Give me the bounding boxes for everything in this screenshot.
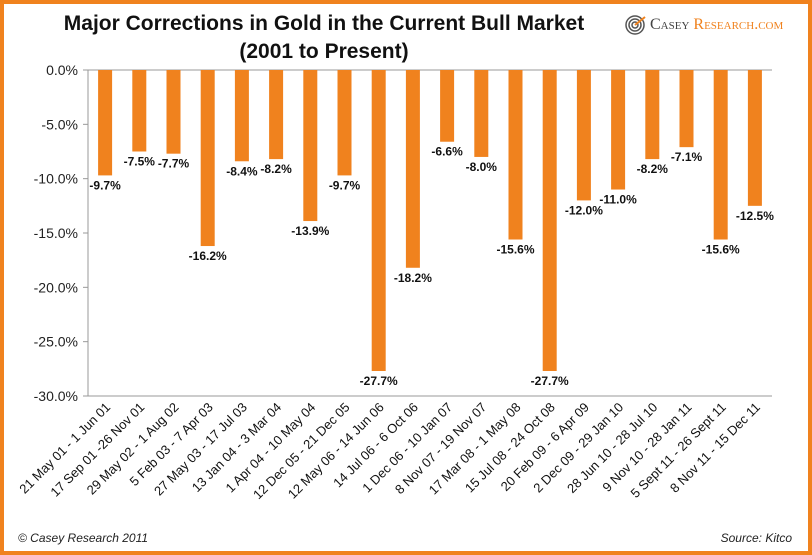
bar — [440, 70, 455, 142]
data-label: -9.7% — [89, 178, 121, 192]
copyright-note: © Casey Research 2011 — [18, 531, 149, 545]
bar-chart: 0.0% -5.0% -10.0% -15.0% -20.0% -25.0% -30.0% -… — [16, 62, 774, 502]
bar — [405, 70, 420, 268]
data-label: -8.4% — [226, 164, 258, 178]
bar — [508, 70, 523, 240]
data-label: -27.7% — [360, 374, 398, 388]
bar — [166, 70, 181, 154]
bar — [474, 70, 489, 157]
bar — [611, 70, 626, 190]
data-label: -13.9% — [291, 224, 329, 238]
y-tick-label: -25.0% — [34, 334, 78, 350]
bar — [747, 70, 762, 206]
subtitle-line: (2001 to Present) — [239, 40, 409, 63]
y-tick-label: 0.0% — [46, 62, 78, 78]
data-label: -8.2% — [637, 162, 669, 176]
bar — [576, 70, 591, 201]
logo-text-research: Research.com — [693, 16, 784, 33]
bar — [132, 70, 147, 152]
bar — [645, 70, 660, 160]
data-label: -7.7% — [158, 157, 190, 171]
chart-title: Major Corrections in Gold in the Current… — [44, 10, 604, 66]
data-label: -15.6% — [496, 243, 534, 257]
bar — [234, 70, 249, 162]
data-label: -7.5% — [124, 155, 156, 169]
bar — [371, 70, 386, 372]
data-label: -15.6% — [702, 243, 740, 257]
y-tick-label: -5.0% — [41, 116, 78, 132]
source-note: Source: Kitco — [720, 531, 792, 545]
data-label: -7.1% — [671, 150, 703, 164]
data-label: -8.2% — [260, 162, 292, 176]
logo-spiral-icon — [625, 15, 646, 35]
bar — [269, 70, 284, 160]
logo-text-casey: Casey — [650, 16, 690, 33]
y-tick-label: -15.0% — [34, 225, 78, 241]
data-label: -6.6% — [431, 145, 463, 159]
bar — [713, 70, 728, 240]
y-tick-label: -30.0% — [34, 388, 78, 404]
bar — [98, 70, 113, 176]
data-label: -11.0% — [599, 193, 637, 207]
data-label: -9.7% — [329, 178, 361, 192]
data-label: -18.2% — [394, 271, 432, 285]
bar — [303, 70, 318, 222]
bar — [542, 70, 557, 372]
data-label: -12.5% — [736, 209, 774, 223]
data-label: -8.0% — [466, 160, 498, 174]
bar — [200, 70, 215, 247]
casey-research-logo: Casey Research.com — [624, 14, 783, 36]
y-tick-label: -20.0% — [34, 279, 78, 295]
bar — [337, 70, 352, 176]
y-tick-label: -10.0% — [34, 171, 78, 187]
data-label: -27.7% — [531, 374, 569, 388]
title-line: Major Corrections in Gold in the Current… — [63, 12, 585, 35]
data-label: -12.0% — [565, 203, 603, 217]
data-label: -16.2% — [189, 249, 227, 263]
bar — [679, 70, 694, 148]
